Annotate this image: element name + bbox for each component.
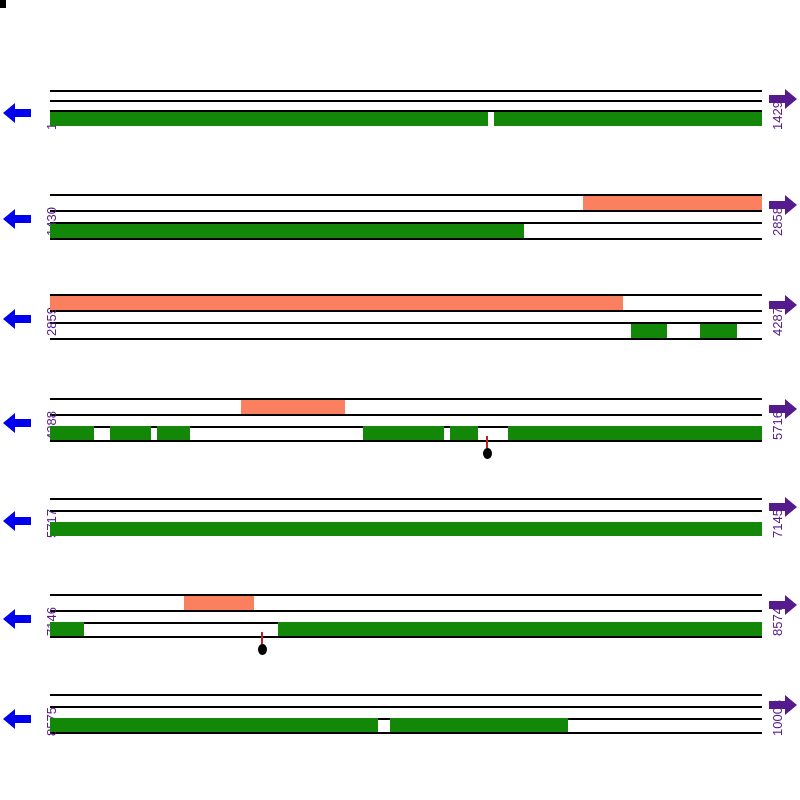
lollipop-stem	[261, 632, 263, 644]
track-frame-line	[50, 100, 762, 102]
arrow-right-icon[interactable]	[768, 592, 798, 618]
lollipop-stem	[486, 436, 488, 448]
track-frame-line	[50, 594, 762, 596]
track-frame-line	[50, 194, 762, 196]
track-frame-line	[50, 636, 762, 638]
track-frame-line	[50, 610, 762, 612]
arrow-right-icon[interactable]	[768, 192, 798, 218]
coordinate-label-end: 8574	[770, 607, 785, 636]
feature-bar-green[interactable]	[157, 426, 190, 440]
arrow-right-icon[interactable]	[768, 494, 798, 520]
arrow-left-icon[interactable]	[2, 306, 32, 332]
track-frame-line	[50, 498, 762, 500]
feature-bar-green[interactable]	[50, 522, 762, 536]
coordinate-label-end: 4287	[770, 307, 785, 336]
feature-bar-green[interactable]	[700, 324, 737, 338]
track-frame-line	[50, 110, 762, 112]
feature-bar-green[interactable]	[50, 224, 524, 238]
feature-bar-orange[interactable]	[583, 196, 762, 210]
feature-bar-orange[interactable]	[184, 596, 254, 610]
track-frame-line	[50, 732, 762, 734]
track-frame-line	[50, 238, 762, 240]
track-frame-line	[50, 222, 762, 224]
arrow-left-icon[interactable]	[2, 410, 32, 436]
track-frame-line	[50, 398, 762, 400]
feature-bar-green[interactable]	[494, 112, 762, 126]
track-frame-line	[50, 414, 762, 416]
arrow-right-icon[interactable]	[768, 692, 798, 718]
feature-bar-green[interactable]	[50, 622, 84, 636]
track-frame-line	[50, 694, 762, 696]
corner-mark	[0, 0, 6, 8]
feature-bar-green[interactable]	[450, 426, 478, 440]
track-frame-line	[50, 210, 762, 212]
track-frame-line	[50, 440, 762, 442]
coordinate-label-end: 5716	[770, 411, 785, 440]
feature-bar-green[interactable]	[278, 622, 762, 636]
track-frame-line	[50, 338, 762, 340]
arrow-left-icon[interactable]	[2, 606, 32, 632]
track-frame-line	[50, 294, 762, 296]
feature-bar-green[interactable]	[631, 324, 667, 338]
arrow-left-icon[interactable]	[2, 100, 32, 126]
arrow-right-icon[interactable]	[768, 396, 798, 422]
coordinate-label-start: 2859	[44, 307, 59, 336]
lollipop-marker-icon[interactable]	[483, 448, 492, 459]
arrow-left-icon[interactable]	[2, 706, 32, 732]
feature-bar-green[interactable]	[390, 718, 568, 732]
track-frame-line	[50, 510, 762, 512]
arrow-right-icon[interactable]	[768, 292, 798, 318]
track-frame-line	[50, 310, 762, 312]
coordinate-label-end: 2858	[770, 207, 785, 236]
track-frame-line	[50, 706, 762, 708]
feature-bar-green[interactable]	[363, 426, 444, 440]
arrow-left-icon[interactable]	[2, 206, 32, 232]
lollipop-marker-icon[interactable]	[258, 644, 267, 655]
arrow-left-icon[interactable]	[2, 508, 32, 534]
feature-bar-green[interactable]	[50, 426, 94, 440]
feature-bar-green[interactable]	[110, 426, 151, 440]
feature-bar-green[interactable]	[50, 112, 488, 126]
arrow-right-icon[interactable]	[768, 86, 798, 112]
feature-bar-orange[interactable]	[50, 296, 623, 310]
track-frame-line	[50, 90, 762, 92]
coordinate-label-end: 7145	[770, 509, 785, 538]
coordinate-label-end: 10003	[770, 699, 785, 736]
coordinate-label-end: 1429	[770, 101, 785, 130]
track-frame-line	[50, 322, 762, 324]
feature-bar-green[interactable]	[508, 426, 762, 440]
feature-bar-orange[interactable]	[241, 400, 345, 414]
feature-bar-green[interactable]	[50, 718, 378, 732]
